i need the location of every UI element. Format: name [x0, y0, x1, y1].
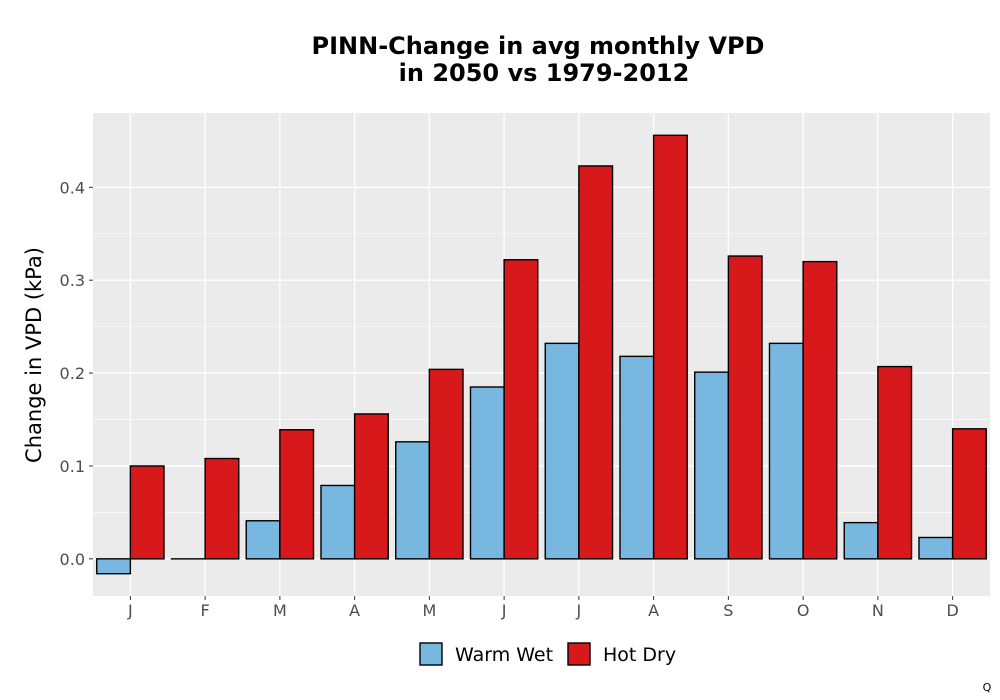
x-tick-label: F [201, 601, 210, 620]
bar-hot-dry [279, 429, 315, 560]
legend-key [419, 642, 443, 666]
bar-warm-wet [395, 441, 431, 560]
bar-hot-dry [204, 457, 240, 560]
y-tick-label: 0.4 [60, 178, 85, 197]
x-tick-label: A [648, 601, 659, 620]
y-tick-label: 0.2 [60, 364, 85, 383]
bar-hot-dry [503, 259, 539, 560]
x-tick-label: N [872, 601, 884, 620]
x-tick-label: O [797, 601, 810, 620]
y-axis-title: Change in VPD (kPa) [22, 247, 46, 463]
x-tick-label: J [127, 601, 133, 620]
chart-title-line-1: PINN-Change in avg monthly VPD [312, 32, 765, 60]
x-tick-label: J [501, 601, 507, 620]
bar-hot-dry [877, 365, 913, 560]
x-tick-label: M [422, 601, 436, 620]
legend-label: Hot Dry [603, 644, 676, 666]
bar-hot-dry [129, 465, 165, 560]
x-tick-label: A [349, 601, 360, 620]
bar-hot-dry [428, 368, 464, 560]
bar-warm-wet [918, 536, 954, 560]
legend: Warm Wet Hot Dry [419, 642, 676, 666]
bar-warm-wet [768, 342, 804, 560]
bar-hot-dry [727, 255, 763, 560]
plot-panel [93, 113, 990, 596]
y-tick-label: 0.0 [60, 550, 85, 569]
bar-warm-wet [544, 342, 580, 560]
y-axis: 0.0 0.1 0.2 0.3 0.4 [60, 178, 93, 569]
legend-key [567, 642, 591, 666]
x-tick-label: J [576, 601, 582, 620]
chart-title: PINN-Change in avg monthly VPD in 2050 v… [312, 32, 765, 87]
x-tick-label: S [723, 601, 733, 620]
bar-hot-dry [652, 134, 688, 560]
bar-hot-dry [802, 260, 838, 560]
bar-warm-wet [96, 558, 132, 575]
bar-warm-wet [843, 521, 879, 560]
bar-hot-dry [951, 428, 987, 560]
chart-title-line-2: in 2050 vs 1979-2012 [399, 59, 690, 87]
bar-warm-wet [694, 371, 730, 560]
bar-warm-wet [469, 386, 505, 560]
x-tick-label: M [273, 601, 287, 620]
minor-gridlines [93, 233, 990, 513]
corner-label: Q [983, 681, 992, 694]
bar-warm-wet [245, 520, 281, 560]
bar-warm-wet [320, 484, 356, 560]
y-tick-label: 0.3 [60, 271, 85, 290]
bars [96, 134, 987, 575]
bar-hot-dry [578, 165, 614, 560]
bar-hot-dry [353, 413, 389, 560]
legend-label: Warm Wet [455, 644, 553, 666]
x-tick-label: D [946, 601, 958, 620]
y-tick-label: 0.1 [60, 457, 85, 476]
bar-warm-wet [619, 355, 655, 560]
